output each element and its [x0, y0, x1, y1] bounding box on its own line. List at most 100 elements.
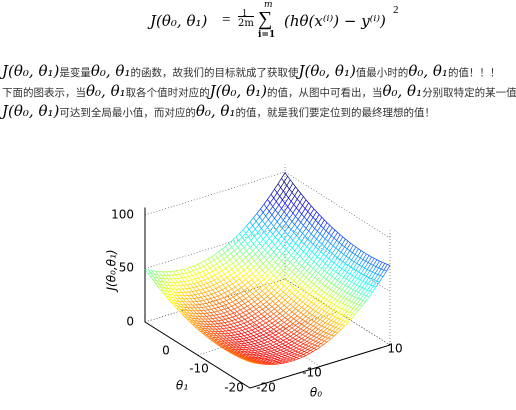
- surface-mesh: [200, 260, 205, 263]
- surface-mesh: [200, 299, 204, 302]
- surface-mesh: [274, 286, 279, 291]
- surface-mesh: [337, 313, 342, 319]
- surface-mesh: [244, 263, 248, 268]
- surface-mesh: [289, 262, 294, 266]
- surface-mesh: [247, 344, 251, 346]
- surface-mesh: [185, 312, 190, 316]
- surface-mesh: [190, 265, 195, 268]
- surface-mesh: [228, 317, 232, 322]
- surface-mesh: [305, 249, 310, 255]
- surface-mesh: [265, 238, 270, 243]
- surface-mesh: [267, 340, 272, 343]
- surface-mesh: [255, 337, 259, 340]
- surface-mesh: [280, 187, 284, 192]
- surface-mesh: [373, 259, 378, 266]
- surface-mesh: [357, 250, 362, 257]
- surface-mesh: [209, 267, 213, 272]
- surface-mesh: [341, 285, 346, 291]
- surface-mesh: [310, 324, 314, 327]
- surface-mesh: [215, 328, 219, 332]
- surface-mesh: [284, 172, 288, 177]
- surface-mesh: [308, 299, 312, 303]
- surface-mesh: [225, 285, 230, 289]
- surface-mesh: [202, 287, 207, 290]
- surface-mesh: [290, 284, 294, 288]
- surface-mesh: [257, 279, 261, 283]
- surface-mesh: [376, 275, 381, 282]
- surface-mesh: [194, 277, 199, 280]
- surface-mesh: [213, 326, 217, 330]
- surface-mesh: [282, 266, 288, 271]
- surface-mesh: [335, 288, 340, 294]
- surface-mesh: [325, 318, 329, 323]
- surface-mesh: [275, 257, 280, 263]
- surface-mesh: [246, 273, 250, 277]
- surface-mesh: [342, 261, 346, 264]
- surface-mesh: [328, 227, 333, 234]
- surface-mesh: [288, 311, 293, 316]
- surface-mesh: [206, 299, 211, 303]
- surface-mesh: [226, 350, 230, 352]
- surface-mesh: [287, 316, 292, 320]
- surface-mesh: [304, 305, 308, 310]
- surface-mesh: [295, 285, 300, 290]
- surface-mesh: [352, 275, 356, 278]
- surface-mesh: [324, 306, 329, 312]
- surface-mesh: [266, 331, 271, 334]
- surface-mesh: [294, 274, 298, 278]
- surface-mesh: [310, 298, 316, 303]
- surface-mesh: [238, 341, 242, 345]
- surface-mesh: [245, 233, 249, 238]
- surface-mesh: [219, 344, 223, 346]
- surface-mesh: [285, 351, 290, 354]
- surface-mesh: [298, 205, 303, 212]
- surface-mesh: [353, 289, 357, 292]
- surface-mesh: [317, 222, 322, 226]
- surface-mesh: [177, 305, 181, 310]
- surface-mesh: [287, 206, 291, 211]
- surface-mesh: [317, 230, 321, 235]
- surface-mesh: [353, 256, 358, 262]
- surface-mesh: [249, 322, 254, 325]
- surface-mesh: [251, 315, 255, 319]
- surface-mesh: [279, 351, 284, 354]
- math-inline: θ₀, θ₁: [408, 62, 448, 80]
- surface-mesh: [202, 316, 206, 320]
- surface-mesh: [259, 284, 264, 289]
- surface-mesh: [256, 344, 261, 346]
- surface-mesh: [205, 306, 209, 311]
- surface-mesh: [324, 265, 329, 271]
- surface-mesh: [213, 260, 218, 265]
- surface-mesh: [289, 268, 293, 273]
- surface-mesh: [223, 277, 228, 280]
- surface-mesh: [231, 332, 235, 336]
- surface-mesh: [305, 342, 310, 346]
- surface-mesh: [255, 349, 259, 351]
- surface-mesh: [161, 274, 165, 279]
- surface-mesh: [253, 267, 257, 271]
- surface-mesh: [231, 353, 236, 355]
- surface-mesh: [289, 257, 295, 263]
- surface-mesh: [266, 278, 271, 283]
- surface-mesh: [256, 263, 260, 268]
- surface-mesh: [286, 348, 291, 351]
- surface-mesh: [272, 258, 276, 263]
- surface-mesh: [244, 342, 249, 344]
- surface-mesh: [278, 204, 282, 209]
- surface-mesh: [254, 301, 258, 305]
- surface-mesh: [249, 221, 253, 226]
- surface-mesh: [241, 332, 245, 334]
- surface-mesh: [247, 263, 252, 268]
- surface-mesh: [314, 272, 319, 278]
- surface-mesh: [261, 290, 266, 294]
- surface-mesh: [220, 292, 225, 295]
- surface-mesh: [273, 351, 278, 353]
- surface-mesh: [359, 304, 363, 307]
- surface-mesh: [287, 281, 291, 285]
- surface-mesh: [338, 244, 343, 251]
- surface-mesh: [319, 297, 324, 303]
- surface-mesh: [212, 328, 216, 332]
- surface-mesh: [287, 354, 292, 357]
